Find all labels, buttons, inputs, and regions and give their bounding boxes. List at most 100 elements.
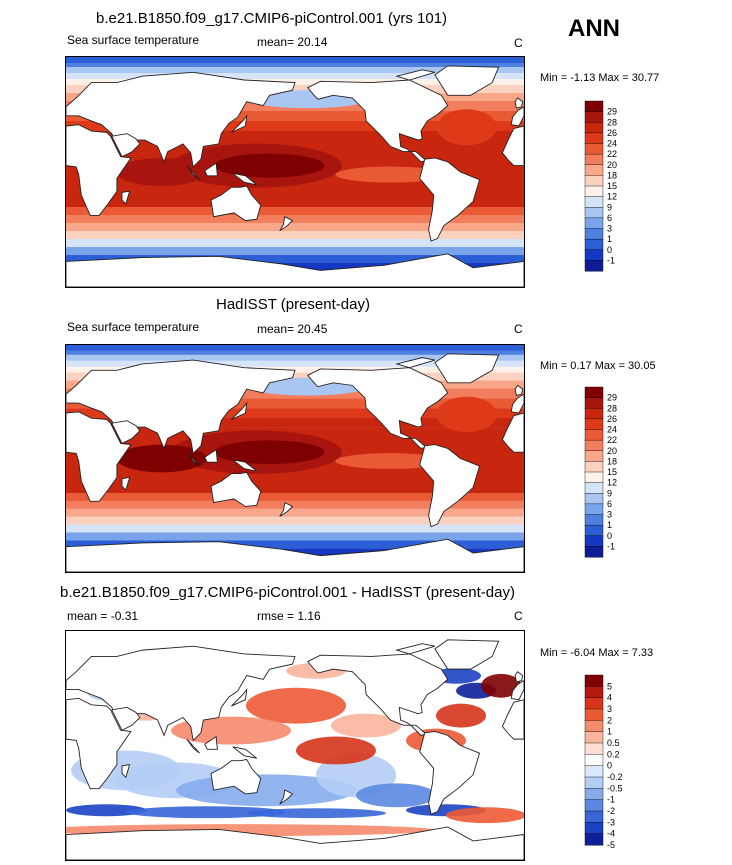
north-atlantic	[436, 109, 497, 146]
sst-band	[66, 500, 524, 509]
colorbar-label: 6	[607, 213, 612, 223]
land-outline	[395, 69, 436, 81]
colorbar-swatch	[584, 386, 604, 399]
diff-region	[66, 804, 146, 817]
land-outline	[66, 411, 132, 502]
land-outline	[306, 367, 449, 449]
land-outline	[279, 501, 294, 517]
colorbar-label: 15	[607, 181, 617, 191]
colorbar-swatch	[584, 249, 604, 261]
panel1-map-svg	[66, 57, 524, 287]
colorbar-label: 9	[607, 488, 612, 498]
colorbar-swatch	[584, 697, 604, 710]
sst-band	[66, 418, 524, 428]
land-outline	[111, 420, 141, 444]
colorbar-swatch	[584, 535, 604, 547]
sst-band	[66, 366, 524, 373]
colorbar-swatch	[584, 143, 604, 155]
sst-band	[66, 398, 524, 409]
colorbar-label: 24	[607, 425, 617, 435]
land-outline	[186, 165, 200, 181]
colorbar-swatch	[584, 397, 604, 409]
colorbar-label: 0	[607, 761, 612, 771]
land-outline	[66, 124, 132, 216]
sst-band	[66, 57, 524, 63]
sst-band	[66, 231, 524, 239]
panel3-minmax: Min = -6.04 Max = 7.33	[540, 647, 654, 659]
colorbar-swatch	[584, 546, 604, 558]
land-outline	[434, 639, 500, 670]
land-outline	[501, 125, 524, 167]
land-outline	[204, 448, 218, 463]
indian-ocean-warm	[116, 158, 207, 186]
colorbar-swatch	[584, 260, 604, 272]
panel1-units: C	[514, 36, 523, 50]
land-outline	[395, 357, 436, 369]
land-outline	[231, 687, 248, 707]
colorbar-swatch	[584, 439, 604, 452]
colorbar-label: -1	[607, 255, 615, 265]
colorbar-swatch	[584, 720, 604, 733]
sst-band	[66, 73, 524, 79]
land-outline	[231, 114, 248, 133]
land-outline	[186, 451, 200, 467]
sst-band	[66, 493, 524, 501]
sst-band	[66, 67, 524, 73]
sst-band	[66, 345, 524, 351]
diff-region	[126, 806, 286, 819]
land-outline	[204, 735, 218, 750]
colorbar-label: 9	[607, 202, 612, 212]
diff-region	[481, 673, 521, 698]
colorbar-swatch	[584, 408, 604, 420]
diff-region	[246, 808, 386, 819]
colorbar-label: 20	[607, 446, 617, 456]
colorbar-label: 0	[607, 531, 612, 541]
diff-region	[356, 783, 436, 808]
colorbar-swatch	[584, 164, 604, 176]
colorbar-label: 0.2	[607, 749, 620, 759]
colorbar-swatch	[584, 471, 604, 484]
land-outline	[232, 459, 258, 472]
sst-band	[66, 354, 524, 361]
sst-band	[66, 207, 524, 215]
colorbar-swatch	[584, 493, 604, 505]
colorbar-label: 29	[607, 107, 617, 117]
colorbar-label: 22	[607, 149, 617, 159]
land-outline	[111, 706, 141, 731]
colorbar-label: 3	[607, 224, 612, 234]
land-outline	[395, 643, 436, 655]
colorbar-label: 0.5	[607, 738, 620, 748]
colorbar-swatch	[584, 185, 604, 198]
colorbar-label: 3	[607, 704, 612, 714]
land-outline	[514, 97, 524, 109]
land-outline	[434, 353, 500, 384]
sst-band	[66, 215, 524, 223]
diff-region	[331, 713, 401, 738]
colorbar-label: 22	[607, 435, 617, 445]
colorbar-swatch	[584, 153, 604, 166]
sst-band	[66, 350, 524, 355]
colorbar-swatch	[584, 111, 604, 123]
land-outline	[121, 764, 131, 779]
colorbar-label: -1	[607, 541, 615, 551]
panel2-map	[65, 344, 525, 573]
panel1-colorbar: 29 28 26 24 22 20 18 15 12 9 6 3 1 0 -1	[584, 100, 645, 283]
colorbar-swatch	[584, 674, 604, 687]
sst-band	[66, 223, 524, 231]
panel2-title: HadISST (present-day)	[216, 296, 370, 313]
colorbar-swatch	[584, 810, 604, 823]
land-outline	[514, 384, 524, 396]
colorbar-swatch	[584, 175, 604, 187]
land-outline	[186, 738, 200, 754]
colorbar-swatch	[584, 799, 604, 812]
colorbar-swatch	[584, 686, 604, 699]
panel3-rmse: rmse = 1.16	[257, 609, 321, 623]
warm-pool-core	[214, 440, 325, 465]
land-outline	[514, 671, 524, 683]
land-outline	[510, 680, 524, 701]
colorbar-swatch	[584, 742, 604, 755]
land-outline	[66, 253, 524, 287]
panel1-title: b.e21.B1850.f09_g17.CMIP6-piControl.001 …	[96, 10, 448, 27]
panel1-mean: mean= 20.14	[257, 35, 328, 49]
colorbar-label: 1	[607, 727, 612, 737]
